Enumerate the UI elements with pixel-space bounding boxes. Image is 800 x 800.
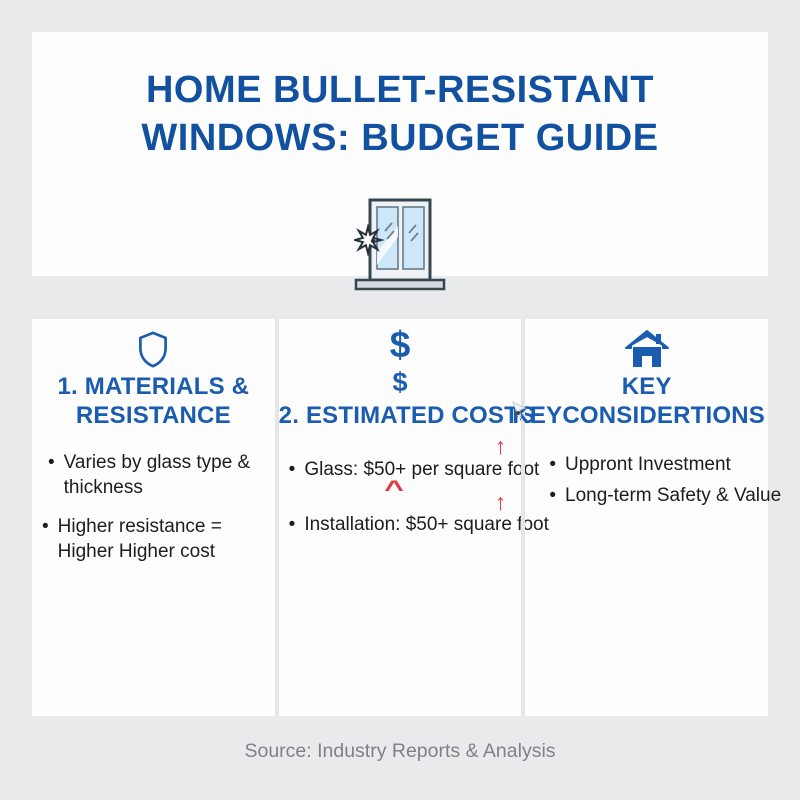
glass-slash	[386, 230, 395, 240]
dollar-icon-large: $	[389, 324, 411, 365]
column2-title: 2. ESTIMATED COSTS	[278, 402, 536, 429]
bullet-dot: •	[549, 454, 556, 475]
bullet-text: Long-term Safety & Value	[565, 485, 782, 506]
bullet-dot: •	[288, 514, 296, 535]
bullet-resistant-window-illustration	[354, 198, 446, 291]
page-title: HOME BULLET-RESISTANT WINDOWS: BUDGET GU…	[32, 32, 768, 162]
column2-header: $ $ 2. ESTIMATED COSTS	[278, 319, 536, 430]
bullet-dot: •	[288, 459, 296, 480]
list-item: • Glass: $50+ per square foot	[289, 457, 540, 482]
column3-title-line1: KEY	[621, 373, 672, 400]
column1-title: 1. MATERIALS & RESISTANCE	[32, 372, 275, 430]
bullet-dot: •	[42, 516, 49, 537]
column1-header: 1. MATERIALS & RESISTANCE	[32, 319, 275, 430]
column1-title-line2: RESISTANCE	[75, 402, 231, 429]
column3-title-line2: KEYCONSIDERTIONS	[512, 402, 765, 429]
shield-icon	[32, 328, 275, 372]
list-item: • Higher resistance = Higher Higher cost	[42, 514, 282, 564]
bullet-text: Higher resistance = Higher Higher cost	[57, 516, 222, 562]
info-columns: 1. MATERIALS & RESISTANCE • Varies by gl…	[32, 319, 781, 716]
house-icon	[525, 328, 768, 372]
bullet-dot: •	[48, 452, 55, 473]
price-increase-arrow-icon: ↑	[494, 489, 507, 515]
dollar-icon-small: $	[392, 367, 408, 397]
glass-slash	[410, 232, 419, 242]
window-sill	[354, 278, 446, 291]
list-item: • Long-term Safety & Value	[549, 483, 781, 508]
column3-header: KEY KEYCONSIDERTIONS	[512, 319, 768, 430]
list-item: • Uppront Investment	[549, 452, 730, 477]
bullet-dot: •	[549, 485, 556, 506]
bullet-text: Uppront Investment	[565, 454, 731, 475]
page-title-line2: WINDOWS: BUDGET GUIDE	[141, 117, 659, 159]
glass-glare	[377, 226, 398, 265]
list-item: • Installation: $50+ square foot	[289, 512, 549, 537]
page-title-line1: HOME BULLET-RESISTANT	[145, 69, 654, 111]
price-increase-chevron-icon: ^	[383, 476, 404, 503]
bullet-impact-starburst	[354, 223, 385, 257]
bullet-text: Installation: $50+ square foot	[304, 514, 549, 535]
bullet-text: Varies by glass type & thickness	[63, 452, 251, 498]
column-estimated-costs: $ $ 2. ESTIMATED COSTS ↑ • Glass: $50+ p…	[274, 319, 549, 716]
list-item: • Varies by glass type & thickness	[48, 450, 270, 500]
column-materials-resistance: 1. MATERIALS & RESISTANCE • Varies by gl…	[32, 319, 275, 716]
column-key-considerations: KEY KEYCONSIDERTIONS • Uppront Investmen…	[512, 319, 781, 716]
source-attribution: Source: Industry Reports & Analysis	[244, 740, 556, 762]
glass-slash	[408, 224, 417, 234]
bullet-text: Glass: $50+ per square foot	[304, 459, 540, 480]
column3-title: KEY KEYCONSIDERTIONS	[512, 372, 768, 430]
impact-center-dot	[370, 238, 376, 244]
price-increase-arrow-icon: ↑	[494, 433, 507, 459]
cursor-artifact-icon	[512, 400, 527, 417]
glass-slash	[384, 222, 393, 232]
column1-title-line1: 1. MATERIALS &	[57, 373, 250, 400]
